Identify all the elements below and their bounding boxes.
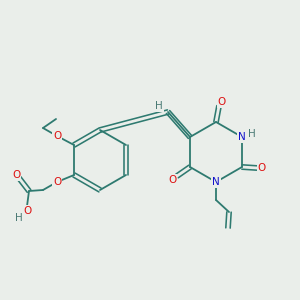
- Text: H: H: [155, 101, 163, 111]
- Text: H: H: [248, 129, 256, 139]
- Text: O: O: [53, 131, 61, 141]
- Text: N: N: [238, 132, 246, 142]
- Text: O: O: [218, 97, 226, 107]
- Text: N: N: [212, 177, 220, 187]
- Text: H: H: [15, 213, 23, 223]
- Text: O: O: [168, 175, 176, 185]
- Text: O: O: [258, 163, 266, 173]
- Text: O: O: [23, 206, 31, 216]
- Text: O: O: [12, 170, 20, 180]
- Text: O: O: [53, 177, 61, 187]
